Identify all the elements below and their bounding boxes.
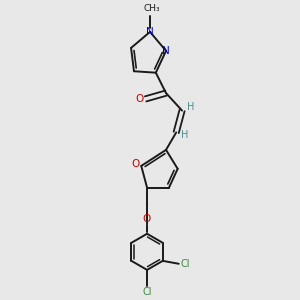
Text: O: O xyxy=(131,159,140,170)
Text: O: O xyxy=(142,214,151,224)
Text: H: H xyxy=(181,130,188,140)
Text: Cl: Cl xyxy=(180,259,190,269)
Text: H: H xyxy=(187,102,194,112)
Text: CH₃: CH₃ xyxy=(143,4,160,13)
Text: O: O xyxy=(136,94,144,104)
Text: Cl: Cl xyxy=(142,287,152,297)
Text: N: N xyxy=(146,27,154,37)
Text: N: N xyxy=(162,46,170,56)
